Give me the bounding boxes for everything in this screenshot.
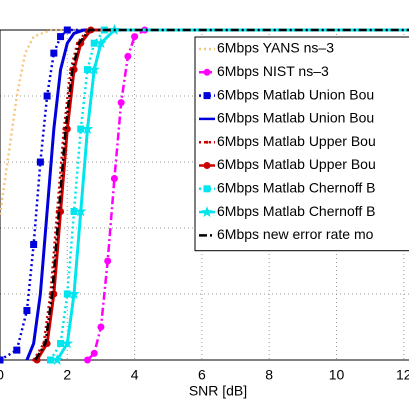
marker (13, 346, 21, 354)
series-line (0, 28, 409, 215)
legend-label: 6Mbps Matlab Union Bou (217, 86, 374, 102)
series-line (49, 28, 409, 361)
marker (0, 356, 4, 364)
x-tick-label: 12 (396, 367, 409, 383)
marker (203, 185, 211, 193)
legend-label: 6Mbps Matlab Union Bou (217, 110, 374, 126)
series-line (86, 28, 409, 361)
marker (70, 208, 78, 215)
series-line (32, 28, 409, 361)
x-tick-label: 4 (131, 367, 139, 383)
marker (124, 52, 132, 60)
marker (205, 140, 209, 144)
legend-label: 6Mbps NIST ns–3 (217, 63, 329, 79)
legend-label: 6Mbps Matlab Chernoff B (217, 203, 376, 219)
marker (203, 162, 211, 169)
x-axis-label: SNR [dB] (189, 383, 247, 399)
marker (90, 39, 98, 47)
marker (97, 323, 105, 331)
series-line (25, 28, 409, 361)
marker (117, 99, 125, 107)
marker (88, 63, 100, 75)
legend-label: 6Mbps YANS ns–3 (217, 40, 334, 56)
marker (50, 49, 58, 57)
marker (95, 37, 107, 49)
legend-label: 6Mbps Matlab Upper Bou (217, 133, 376, 149)
x-tick-label: 8 (265, 367, 273, 383)
legend: 6Mbps YANS ns–3 6Mbps NIST ns–3 6Mbps Matl… (194, 36, 409, 252)
x-tick-label: 0 (0, 367, 4, 383)
marker (43, 92, 51, 100)
legend-label: 6Mbps Matlab Chernoff B (217, 180, 376, 196)
legend-box (194, 36, 409, 252)
x-tick-label: 2 (63, 367, 71, 383)
marker (46, 356, 54, 364)
marker (131, 33, 139, 41)
marker (63, 125, 71, 133)
marker (203, 92, 211, 100)
legend-label: 6Mbps Matlab Upper Bou (217, 156, 376, 172)
marker (63, 290, 71, 298)
marker (110, 175, 118, 182)
marker (77, 125, 85, 133)
marker (30, 241, 38, 248)
marker (83, 356, 91, 364)
marker (57, 340, 65, 347)
marker (203, 68, 211, 76)
marker (90, 349, 98, 357)
marker (104, 257, 112, 265)
marker (61, 337, 74, 349)
marker (68, 288, 80, 299)
marker (201, 206, 213, 217)
series-line (34, 28, 409, 361)
x-tick-label: 6 (198, 367, 206, 383)
x-tick-label: 10 (329, 367, 345, 383)
marker (81, 123, 94, 134)
marker (51, 354, 63, 365)
marker (57, 33, 65, 41)
legend-label: 6Mbps new error rate mo (217, 226, 374, 242)
marker (83, 66, 91, 74)
marker (23, 307, 31, 314)
marker (36, 158, 44, 166)
marker (63, 26, 71, 34)
marker (75, 205, 87, 217)
